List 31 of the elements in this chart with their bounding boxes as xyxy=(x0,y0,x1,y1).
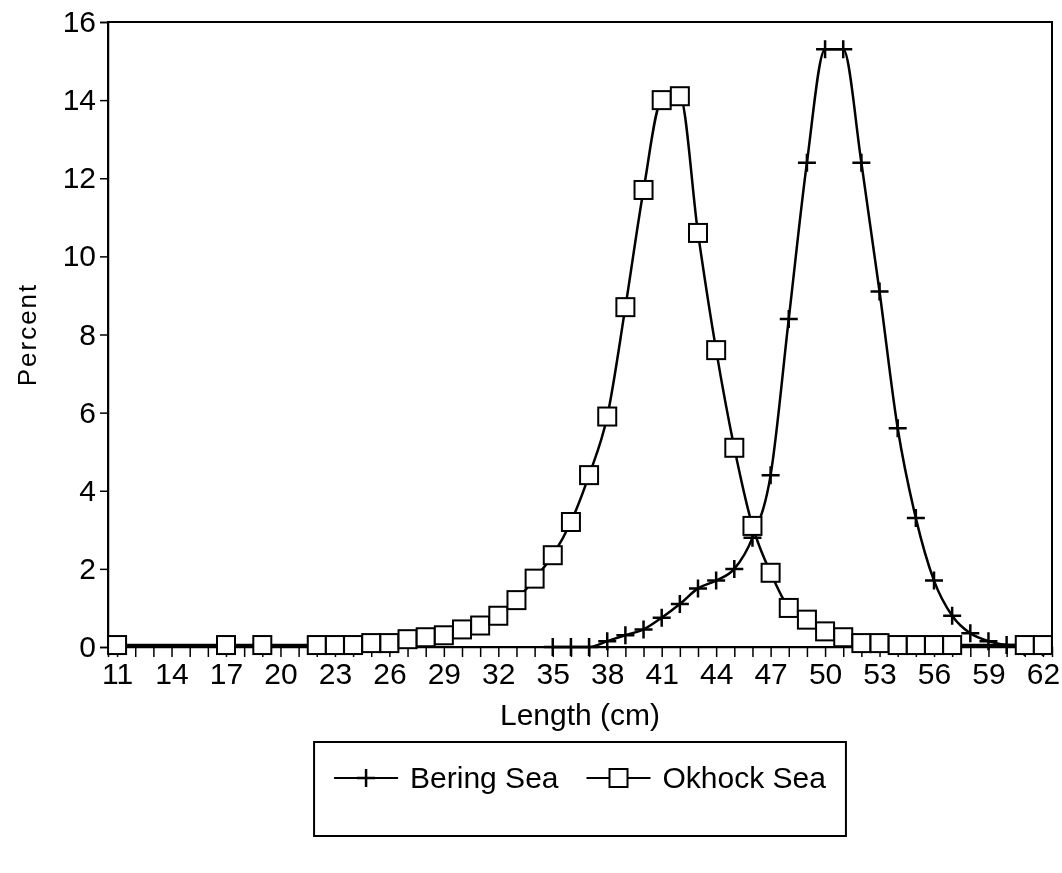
x-tick-label: 35 xyxy=(536,657,570,691)
x-tick-label: 14 xyxy=(155,657,189,691)
legend-label: Bering Sea xyxy=(410,761,559,794)
x-tick-label: 50 xyxy=(808,657,843,691)
x-tick-label: 44 xyxy=(699,657,734,691)
x-tick-label: 32 xyxy=(482,657,516,691)
x-tick-label: 53 xyxy=(863,657,897,691)
y-tick-label: 14 xyxy=(62,83,96,117)
x-tick-label: 56 xyxy=(917,657,952,691)
y-tick-label: 4 xyxy=(79,473,96,507)
x-tick-label: 20 xyxy=(264,657,298,691)
x-tick-label: 38 xyxy=(591,657,625,691)
legend-label: Okhock Sea xyxy=(662,761,827,794)
y-tick-label: 2 xyxy=(79,551,96,585)
x-tick-label: 29 xyxy=(427,657,462,691)
y-tick-label: 0 xyxy=(79,630,96,664)
x-tick-label: 47 xyxy=(754,657,788,691)
x-tick-label: 41 xyxy=(645,657,679,691)
x-tick-label: 26 xyxy=(373,657,407,691)
x-tick-label: 59 xyxy=(972,657,1006,691)
x-tick-label: 23 xyxy=(318,657,353,691)
x-tick-label: 11 xyxy=(102,657,134,691)
y-tick-label: 6 xyxy=(79,395,96,429)
y-tick-label: 12 xyxy=(62,161,96,195)
y-tick-label: 8 xyxy=(79,317,96,351)
y-tick-label: 10 xyxy=(62,239,96,273)
y-tick-label: 16 xyxy=(62,5,96,39)
x-tick-label: 62 xyxy=(1026,657,1061,691)
x-axis-title: Length (cm) xyxy=(499,698,661,731)
y-axis-title: Percent xyxy=(12,282,42,387)
x-tick-label: 17 xyxy=(209,657,244,691)
